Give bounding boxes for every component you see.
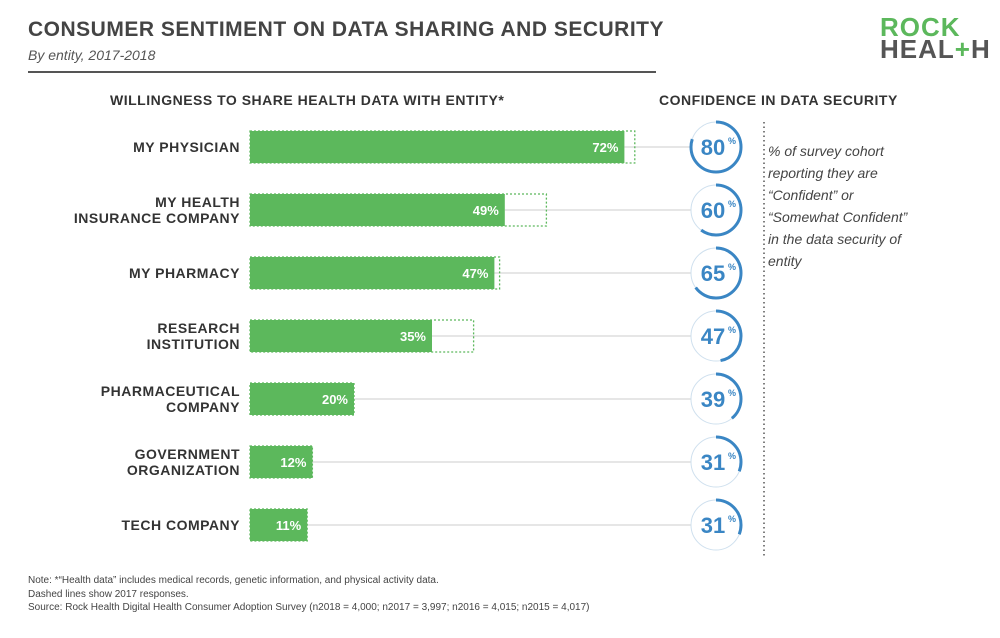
- bar-2018: [250, 194, 505, 226]
- category-label: INSURANCE COMPANY: [74, 210, 240, 226]
- confidence-value: 65: [701, 261, 725, 286]
- footnote-source: Source: Rock Health Digital Health Consu…: [28, 601, 590, 615]
- confidence-value: 39: [701, 387, 725, 412]
- bar-2018: [250, 131, 624, 163]
- footnote-definition: Note: *“Health data” includes medical re…: [28, 574, 590, 588]
- chart-canvas: 72% MY PHYSICIAN 80 % 49% MY HEALTHINSURANCE …: [0, 0, 1000, 638]
- category-label: MY PHYSICIAN: [133, 139, 240, 155]
- category-label: TECH COMPANY: [121, 517, 240, 533]
- category-label: INSTITUTION: [147, 336, 240, 352]
- footnote-dashed: Dashed lines show 2017 responses.: [28, 588, 590, 602]
- bar-value-label: 49%: [473, 203, 499, 218]
- confidence-explanation: % of survey cohort reporting they are “C…: [768, 140, 918, 272]
- confidence-percent-sign: %: [728, 388, 736, 398]
- bar-2018: [250, 257, 494, 289]
- category-label: GOVERNMENT: [135, 446, 240, 462]
- confidence-percent-sign: %: [728, 514, 736, 524]
- category-label: MY PHARMACY: [129, 265, 240, 281]
- category-label: COMPANY: [166, 399, 240, 415]
- confidence-value: 31: [701, 513, 725, 538]
- confidence-percent-sign: %: [728, 325, 736, 335]
- category-label: PHARMACEUTICAL: [101, 383, 240, 399]
- confidence-value: 31: [701, 450, 725, 475]
- category-label: ORGANIZATION: [127, 462, 240, 478]
- confidence-percent-sign: %: [728, 262, 736, 272]
- bar-value-label: 35%: [400, 329, 426, 344]
- bar-value-label: 72%: [592, 140, 618, 155]
- confidence-percent-sign: %: [728, 199, 736, 209]
- confidence-value: 60: [701, 198, 725, 223]
- bar-value-label: 47%: [462, 266, 488, 281]
- bar-value-label: 12%: [280, 455, 306, 470]
- category-label: MY HEALTH: [155, 194, 240, 210]
- confidence-value: 47: [701, 324, 725, 349]
- confidence-value: 80: [701, 135, 725, 160]
- footnotes: Note: *“Health data” includes medical re…: [28, 574, 590, 615]
- bar-value-label: 11%: [276, 518, 302, 533]
- category-label: RESEARCH: [157, 320, 240, 336]
- confidence-percent-sign: %: [728, 136, 736, 146]
- bar-value-label: 20%: [322, 392, 348, 407]
- confidence-percent-sign: %: [728, 451, 736, 461]
